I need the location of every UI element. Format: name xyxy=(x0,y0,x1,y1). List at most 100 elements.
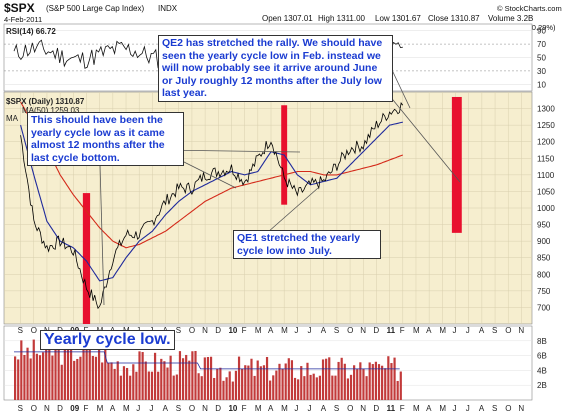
volume-bar xyxy=(132,364,135,400)
volume-bar xyxy=(362,369,365,400)
x-tick-label: M xyxy=(281,326,288,335)
volume-bar xyxy=(365,376,368,400)
volume-bar xyxy=(101,362,104,400)
x-tick-label: J xyxy=(308,326,312,335)
price-tick-label: 700 xyxy=(537,303,551,312)
volume-bar xyxy=(194,350,197,400)
x-tick-label: J xyxy=(294,404,298,413)
volume-bar xyxy=(63,341,66,400)
price-label: $SPX (Daily) 1310.87 xyxy=(6,97,85,106)
volume-bar xyxy=(244,365,247,400)
x-tick-label: J xyxy=(453,326,457,335)
volume-bar xyxy=(384,368,387,400)
x-tick-label: 09 xyxy=(70,404,79,413)
x-tick-label: O xyxy=(505,404,511,413)
volume-bar xyxy=(48,346,51,400)
x-tick-label: N xyxy=(202,404,208,413)
volume-bar xyxy=(256,360,259,400)
volume-bar xyxy=(144,361,147,400)
volume-bar xyxy=(265,356,269,400)
x-tick-label: S xyxy=(18,404,23,413)
x-tick-label: F xyxy=(400,404,405,413)
volume-bar xyxy=(349,374,353,400)
volume-bar xyxy=(17,359,20,400)
volume-bar xyxy=(315,377,318,400)
x-tick-label: O xyxy=(347,326,353,335)
volume-label: Volume 3.2B xyxy=(488,14,533,23)
yearly-cycle-low-label: Yearly cycle low. xyxy=(40,330,175,350)
ma-short-line xyxy=(20,121,403,282)
volume-bar xyxy=(35,353,38,400)
volume-bar xyxy=(343,363,346,400)
x-tick-label: M xyxy=(413,404,420,413)
volume-bar xyxy=(275,370,278,400)
x-tick-label: N xyxy=(44,404,50,413)
volume-bar xyxy=(122,366,126,400)
volume-bar xyxy=(306,362,309,400)
x-tick-label: A xyxy=(110,404,116,413)
volume-bar xyxy=(203,357,206,400)
volume-bar xyxy=(32,339,35,400)
date-label: 4-Feb-2011 xyxy=(4,15,42,24)
volume-bar xyxy=(51,355,54,400)
volume-bar xyxy=(41,352,45,400)
rsi-axis: 90 70 50 30 10 xyxy=(537,27,546,90)
x-tick-label: D xyxy=(215,404,221,413)
volume-bar xyxy=(231,381,234,400)
rsi-tick-label: 50 xyxy=(537,54,546,63)
volume-bar xyxy=(88,343,91,400)
volume-bar xyxy=(185,354,188,400)
watermark: © StockCharts.com xyxy=(497,4,562,13)
volume-bar xyxy=(284,363,287,400)
volume-bar xyxy=(57,346,60,400)
x-tick-label: A xyxy=(426,326,432,335)
volume-bar xyxy=(73,360,76,400)
volume-bar xyxy=(113,368,116,400)
volume-bar xyxy=(197,373,200,400)
pointer-line xyxy=(391,69,411,109)
cycle-box-2011 xyxy=(451,96,462,233)
x-tick-label: S xyxy=(492,404,497,413)
volume-bar xyxy=(104,345,107,400)
volume-bar xyxy=(399,371,402,400)
volume-bar xyxy=(138,351,141,400)
x-tick-label: N xyxy=(360,326,366,335)
volume-bar xyxy=(45,339,48,400)
exchange-label: INDX xyxy=(158,4,178,13)
volume-bar xyxy=(269,380,272,400)
volume-bar xyxy=(374,361,378,400)
volume-bar xyxy=(250,358,253,400)
x-tick-label: F xyxy=(242,326,247,335)
volume-bar xyxy=(200,376,203,400)
volume-bar xyxy=(178,351,182,400)
volume-bar xyxy=(169,355,172,400)
volume-bar xyxy=(381,365,384,400)
x-tick-label: S xyxy=(176,404,181,413)
x-tick-label: J xyxy=(294,326,298,335)
volume-bar xyxy=(371,364,374,400)
pointer-line xyxy=(267,187,319,233)
volume-tick-label: 6B xyxy=(537,352,547,361)
volume-bar xyxy=(234,370,238,400)
x-tick-label: A xyxy=(426,404,432,413)
volume-bar xyxy=(293,377,297,400)
volume-bar xyxy=(377,364,381,400)
x-tick-label: J xyxy=(466,326,470,335)
x-tick-label: N xyxy=(518,404,524,413)
x-tick-label: A xyxy=(321,326,327,335)
volume-bar xyxy=(181,358,185,400)
x-tick-label: A xyxy=(268,404,274,413)
price-tick-label: 1000 xyxy=(537,204,555,213)
x-tick-label: F xyxy=(400,326,405,335)
volume-bar xyxy=(309,374,312,400)
volume-bar xyxy=(396,380,399,400)
volume-bar xyxy=(300,366,303,400)
x-tick-label: M xyxy=(123,404,130,413)
volume-bar xyxy=(116,361,119,400)
price-tick-label: 1300 xyxy=(537,105,555,114)
price-tick-label: 1250 xyxy=(537,121,555,130)
volume-bar xyxy=(163,361,166,400)
volume-ma-line xyxy=(14,351,400,370)
volume-bar xyxy=(247,365,250,400)
